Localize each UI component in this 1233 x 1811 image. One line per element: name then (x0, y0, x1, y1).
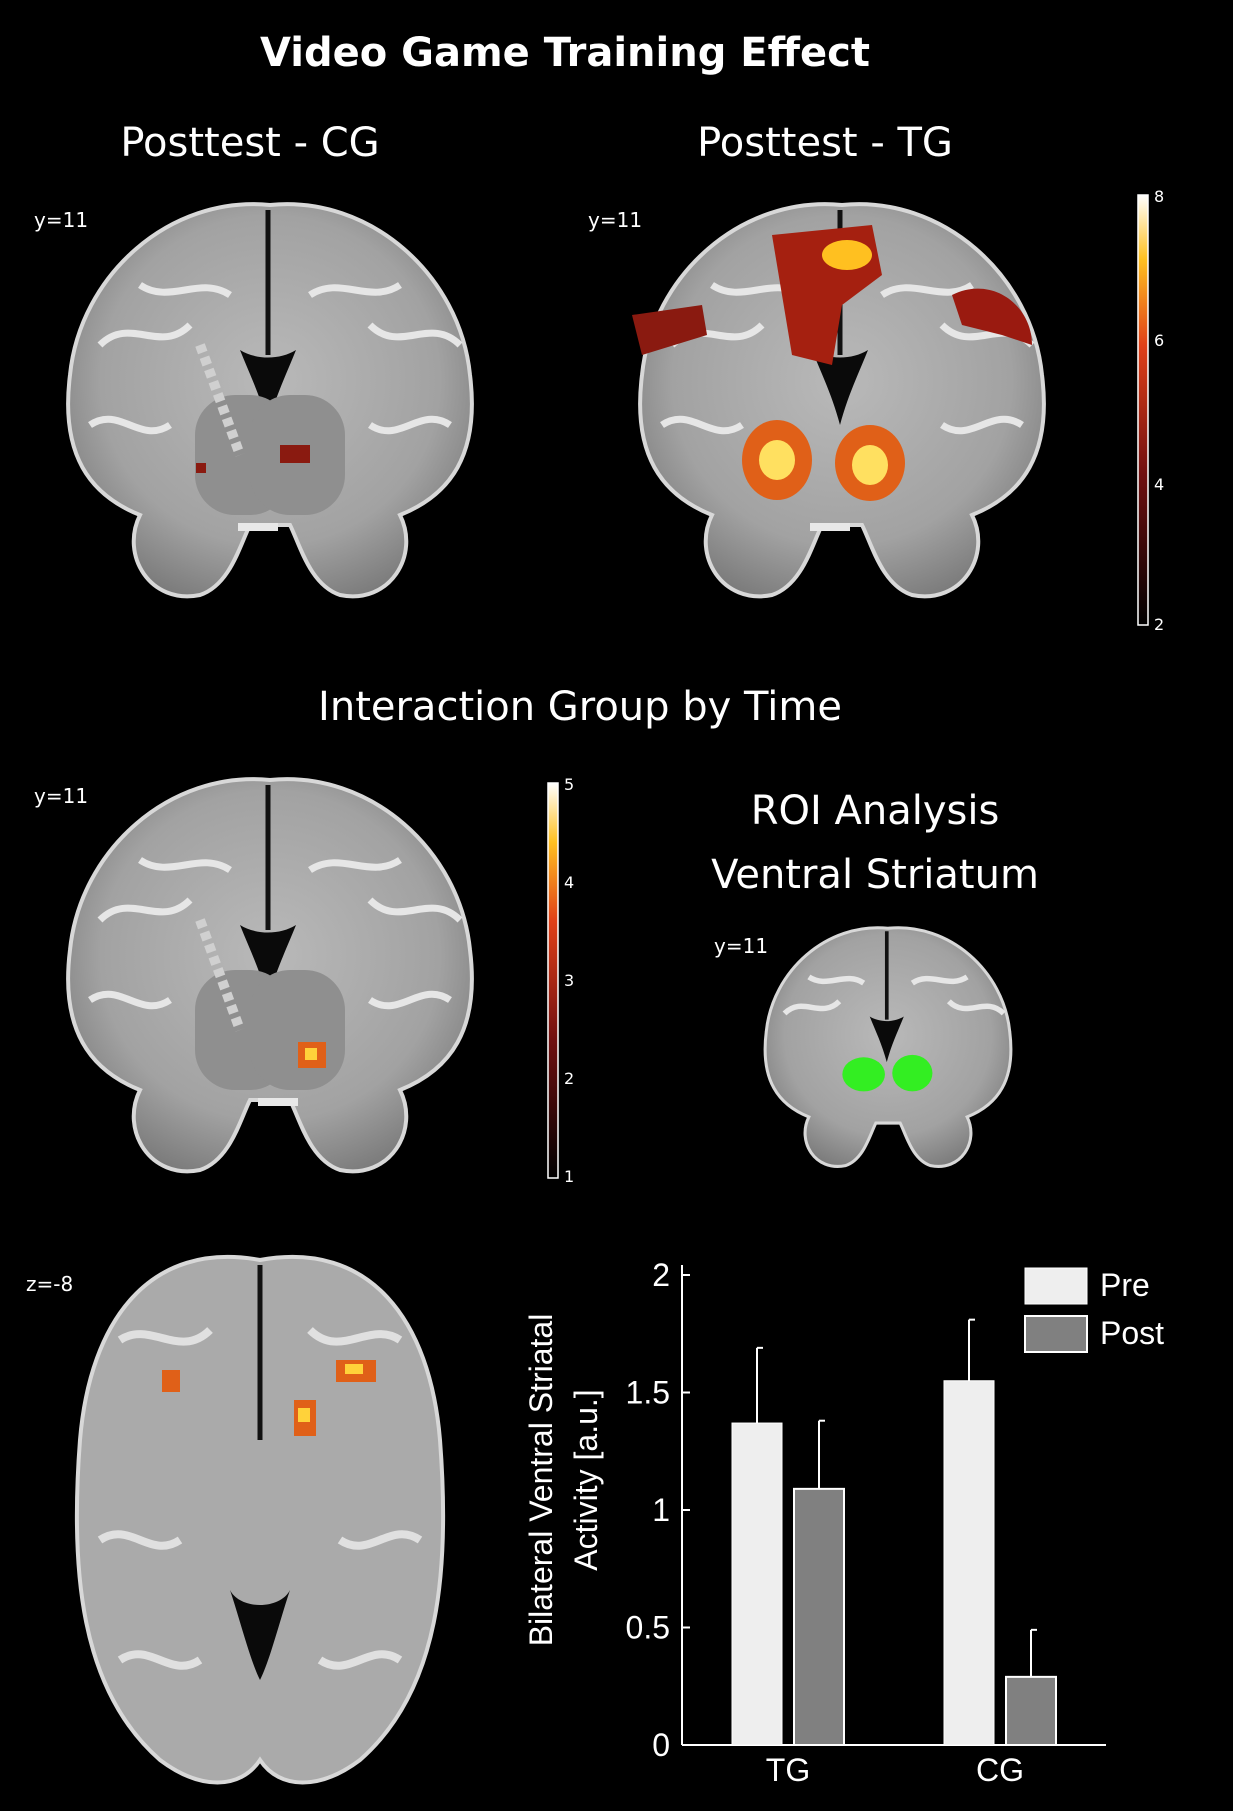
coord-label-tg: y=11 (588, 208, 643, 232)
legend-post-swatch (1024, 1315, 1088, 1353)
colorbar-top: 8 6 4 2 (1137, 190, 1164, 634)
brain-slice-cg (66, 202, 474, 599)
colorbar-top-tick: 4 (1154, 475, 1164, 494)
colorbar-top-tick: 2 (1154, 615, 1164, 634)
bar-chart: 0 0.5 1 1.5 2 TG CG Bilateral Ventral Striatal… (523, 1257, 1164, 1788)
bar-pre-cg (943, 1380, 995, 1746)
y-tick-label: 0 (652, 1727, 670, 1763)
x-tick-label: TG (766, 1752, 810, 1788)
colorbar-top-tick: 8 (1154, 190, 1164, 206)
colorbar-mid: 5 4 3 2 1 (547, 778, 574, 1186)
legend-post-label: Post (1100, 1315, 1164, 1351)
bar-post-tg (793, 1487, 845, 1746)
colorbar-mid-tick: 4 (564, 873, 574, 892)
colorbar-mid-tick: 1 (564, 1167, 574, 1186)
coord-label-roi: y=11 (714, 934, 769, 958)
y-tick-label: 1.5 (626, 1375, 670, 1411)
y-tick-label: 0.5 (626, 1610, 670, 1646)
colorbar-top-tick: 6 (1154, 331, 1164, 350)
colorbar-mid-tick: 2 (564, 1069, 574, 1088)
legend-pre-label: Pre (1100, 1267, 1150, 1303)
bar-pre-tg (731, 1422, 783, 1746)
y-tick-label: 2 (652, 1257, 670, 1293)
figure-main-title: Video Game Training Effect (260, 30, 870, 76)
brain-slice-roi (763, 926, 1013, 1168)
colorbar-mid-tick: 5 (564, 778, 574, 794)
panel-tg-title: Posttest - TG (697, 120, 953, 166)
panel-cg-title: Posttest - CG (120, 120, 380, 166)
x-tick-label: CG (976, 1752, 1024, 1788)
legend-pre-swatch (1024, 1267, 1088, 1305)
interaction-title: Interaction Group by Time (318, 684, 842, 730)
colorbar-mid-tick: 3 (564, 971, 574, 990)
chart-ylabel-line2: Activity [a.u.] (568, 1389, 604, 1570)
coord-label-interaction: y=11 (34, 784, 89, 808)
roi-title-line1: ROI Analysis (750, 788, 1000, 834)
coord-label-cg: y=11 (34, 208, 89, 232)
chart-ylabel-line1: Bilateral Ventral Striatal (523, 1314, 559, 1647)
brain-slice-interaction (66, 777, 474, 1174)
y-tick-label: 1 (652, 1492, 670, 1528)
brain-slice-tg (632, 202, 1046, 599)
bar-post-cg (1005, 1675, 1057, 1747)
brain-slice-axial (74, 1254, 446, 1785)
coord-label-axial: z=-8 (26, 1272, 74, 1296)
roi-title-line2: Ventral Striatum (711, 852, 1039, 898)
